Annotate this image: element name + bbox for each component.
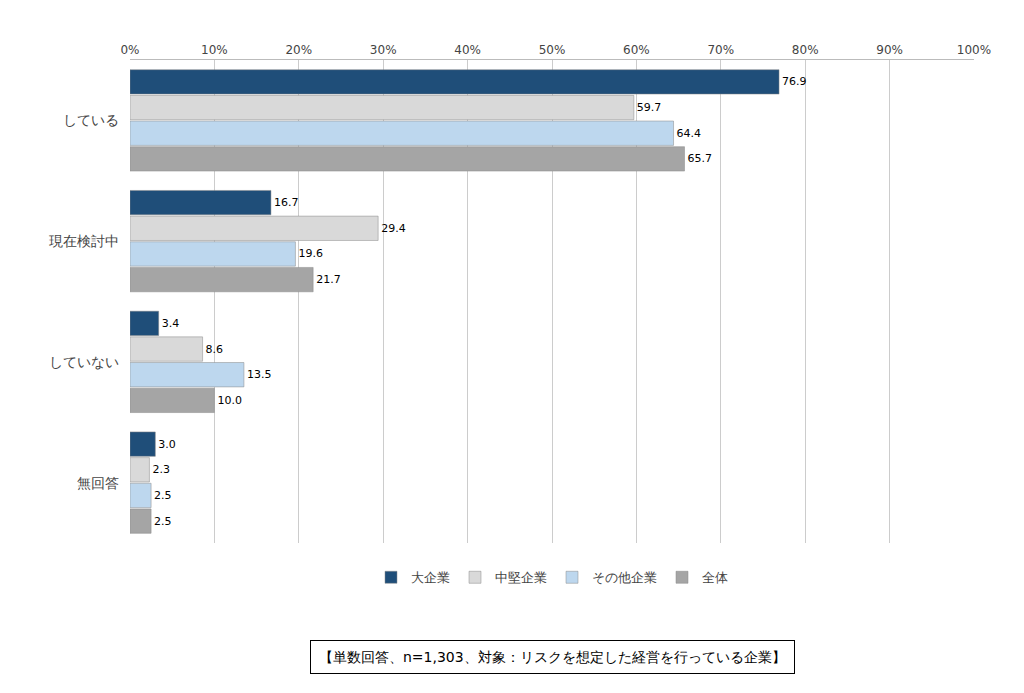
svg-text:10.0: 10.0 [217,394,242,407]
svg-text:8.6: 8.6 [206,343,224,356]
svg-text:2.3: 2.3 [152,463,170,476]
svg-text:していない: していない [49,354,119,370]
svg-text:65.7: 65.7 [688,152,713,165]
svg-text:大企業: 大企業 [411,570,450,585]
svg-text:59.7: 59.7 [637,101,662,114]
svg-text:現在検討中: 現在検討中 [49,233,119,249]
svg-text:64.4: 64.4 [677,127,702,140]
svg-text:21.7: 21.7 [316,273,341,286]
svg-text:30%: 30% [370,43,397,57]
svg-text:76.9: 76.9 [782,75,807,88]
svg-text:その他企業: その他企業 [592,570,657,585]
svg-text:【単数回答、n=1,303、対象：リスクを想定した経営を行っ: 【単数回答、n=1,303、対象：リスクを想定した経営を行っている企業】 [319,649,786,665]
svg-text:3.0: 3.0 [158,438,176,451]
svg-text:80%: 80% [792,43,819,57]
svg-text:3.4: 3.4 [162,317,180,330]
svg-text:60%: 60% [623,43,650,57]
svg-text:20%: 20% [285,43,312,57]
svg-text:0%: 0% [120,43,139,57]
svg-text:中堅企業: 中堅企業 [495,570,547,585]
svg-text:2.5: 2.5 [154,515,172,528]
svg-text:無回答: 無回答 [77,475,119,491]
svg-text:70%: 70% [707,43,734,57]
svg-text:50%: 50% [539,43,566,57]
svg-text:29.4: 29.4 [381,222,406,235]
svg-text:100%: 100% [957,43,991,57]
svg-text:13.5: 13.5 [247,368,272,381]
svg-text:40%: 40% [454,43,481,57]
svg-text:19.6: 19.6 [298,247,323,260]
svg-text:している: している [63,112,119,128]
svg-text:10%: 10% [201,43,228,57]
svg-text:90%: 90% [876,43,903,57]
svg-text:16.7: 16.7 [274,196,299,209]
svg-text:全体: 全体 [702,570,728,585]
svg-text:2.5: 2.5 [154,489,172,502]
